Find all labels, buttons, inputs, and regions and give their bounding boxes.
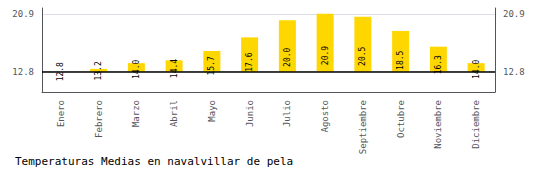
svg-text:Septiembre: Septiembre <box>358 100 368 154</box>
svg-text:20.5: 20.5 <box>358 46 367 65</box>
svg-text:15.7: 15.7 <box>207 56 217 76</box>
svg-text:16.3: 16.3 <box>433 55 443 75</box>
svg-text:Marzo: Marzo <box>131 100 141 127</box>
svg-text:20.9: 20.9 <box>503 9 525 19</box>
svg-text:Octubre: Octubre <box>396 100 406 138</box>
svg-text:12.8: 12.8 <box>503 67 525 77</box>
svg-text:14.0: 14.0 <box>132 60 141 79</box>
svg-text:14.0: 14.0 <box>472 60 481 79</box>
svg-text:Junio: Junio <box>245 100 255 127</box>
svg-text:Agosto: Agosto <box>320 100 330 133</box>
svg-text:20.9: 20.9 <box>321 46 330 65</box>
svg-text:13.2: 13.2 <box>94 61 103 80</box>
svg-text:Temperaturas Medias en navalvi: Temperaturas Medias en navalvillar de pe… <box>15 155 293 168</box>
svg-text:Mayo: Mayo <box>207 100 217 122</box>
svg-text:12.8: 12.8 <box>56 62 66 82</box>
svg-text:Julio: Julio <box>282 100 292 127</box>
svg-text:18.5: 18.5 <box>396 50 405 69</box>
svg-text:Enero: Enero <box>56 100 66 127</box>
svg-text:12.8: 12.8 <box>12 67 34 77</box>
svg-text:14.4: 14.4 <box>170 59 179 78</box>
svg-text:Noviembre: Noviembre <box>433 100 443 149</box>
svg-text:Abril: Abril <box>169 100 179 127</box>
svg-text:20.9: 20.9 <box>12 9 34 19</box>
svg-text:17.6: 17.6 <box>245 52 254 71</box>
svg-text:Diciembre: Diciembre <box>471 100 481 149</box>
svg-text:20.0: 20.0 <box>283 47 292 66</box>
svg-text:Febrero: Febrero <box>94 100 104 138</box>
